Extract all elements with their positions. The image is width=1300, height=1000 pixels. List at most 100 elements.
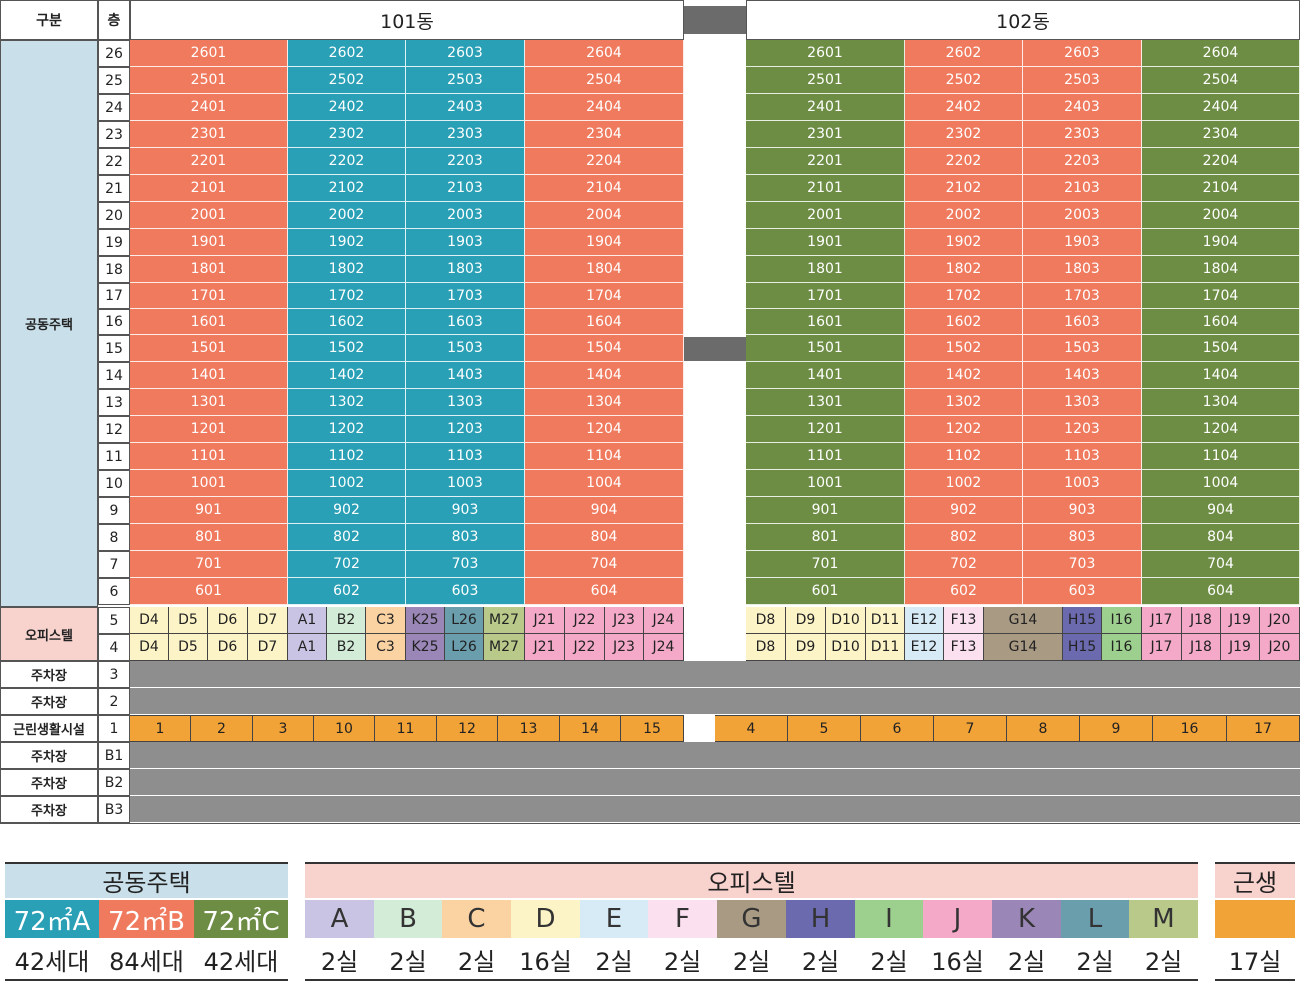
unit-101[interactable]: 2302 — [288, 121, 406, 148]
unit-101[interactable]: 2103 — [406, 175, 525, 202]
officetel-unit-102[interactable]: D9 — [786, 634, 826, 661]
officetel-unit-101[interactable]: C3 — [366, 607, 406, 634]
unit-102[interactable]: 903 — [1023, 497, 1142, 524]
officetel-unit-102[interactable]: I16 — [1102, 607, 1142, 634]
unit-102[interactable]: 2604 — [1142, 40, 1300, 67]
unit-102[interactable]: 2001 — [746, 202, 905, 229]
unit-102[interactable]: 602 — [905, 578, 1023, 605]
unit-101[interactable]: 2404 — [525, 94, 684, 121]
unit-101[interactable]: 1901 — [130, 229, 288, 256]
unit-101[interactable]: 1303 — [406, 389, 525, 416]
unit-101[interactable]: 1703 — [406, 283, 525, 309]
unit-102[interactable]: 2103 — [1023, 175, 1142, 202]
officetel-unit-101[interactable]: B2 — [327, 634, 366, 661]
retail-unit-102[interactable]: 16 — [1153, 715, 1227, 742]
unit-102[interactable]: 603 — [1023, 578, 1142, 605]
unit-101[interactable]: 1101 — [130, 443, 288, 470]
unit-101[interactable]: 2201 — [130, 148, 288, 175]
unit-102[interactable]: 904 — [1142, 497, 1300, 524]
unit-101[interactable]: 1403 — [406, 362, 525, 389]
unit-102[interactable]: 1501 — [746, 335, 905, 362]
unit-101[interactable]: 603 — [406, 578, 525, 605]
officetel-unit-102[interactable]: J17 — [1142, 607, 1182, 634]
officetel-unit-101[interactable]: D6 — [208, 607, 248, 634]
unit-101[interactable]: 903 — [406, 497, 525, 524]
unit-102[interactable]: 2004 — [1142, 202, 1300, 229]
officetel-unit-102[interactable]: G14 — [984, 607, 1063, 634]
unit-102[interactable]: 1903 — [1023, 229, 1142, 256]
officetel-unit-101[interactable]: J22 — [565, 607, 605, 634]
unit-102[interactable]: 1303 — [1023, 389, 1142, 416]
officetel-unit-102[interactable]: D8 — [746, 634, 786, 661]
unit-101[interactable]: 704 — [525, 551, 684, 578]
unit-102[interactable]: 1604 — [1142, 309, 1300, 335]
unit-101[interactable]: 2101 — [130, 175, 288, 202]
unit-102[interactable]: 1701 — [746, 283, 905, 309]
unit-102[interactable]: 1104 — [1142, 443, 1300, 470]
unit-101[interactable]: 2002 — [288, 202, 406, 229]
unit-101[interactable]: 702 — [288, 551, 406, 578]
unit-102[interactable]: 1602 — [905, 309, 1023, 335]
officetel-unit-101[interactable]: M27 — [484, 634, 525, 661]
officetel-unit-102[interactable]: J18 — [1182, 607, 1221, 634]
unit-102[interactable]: 2403 — [1023, 94, 1142, 121]
unit-101[interactable]: 2003 — [406, 202, 525, 229]
unit-101[interactable]: 2501 — [130, 67, 288, 94]
officetel-unit-101[interactable]: J23 — [605, 634, 644, 661]
unit-102[interactable]: 1904 — [1142, 229, 1300, 256]
unit-101[interactable]: 1804 — [525, 256, 684, 283]
unit-101[interactable]: 901 — [130, 497, 288, 524]
unit-101[interactable]: 602 — [288, 578, 406, 605]
unit-101[interactable]: 1604 — [525, 309, 684, 335]
unit-102[interactable]: 2002 — [905, 202, 1023, 229]
unit-102[interactable]: 2402 — [905, 94, 1023, 121]
unit-101[interactable]: 1204 — [525, 416, 684, 443]
unit-102[interactable]: 2201 — [746, 148, 905, 175]
unit-102[interactable]: 1703 — [1023, 283, 1142, 309]
unit-102[interactable]: 604 — [1142, 578, 1300, 605]
retail-unit-101[interactable]: 3 — [253, 715, 314, 742]
unit-102[interactable]: 2202 — [905, 148, 1023, 175]
unit-101[interactable]: 1304 — [525, 389, 684, 416]
unit-101[interactable]: 1401 — [130, 362, 288, 389]
officetel-unit-102[interactable]: E12 — [905, 634, 944, 661]
unit-101[interactable]: 1702 — [288, 283, 406, 309]
unit-102[interactable]: 1202 — [905, 416, 1023, 443]
unit-101[interactable]: 2401 — [130, 94, 288, 121]
unit-101[interactable]: 1104 — [525, 443, 684, 470]
unit-101[interactable]: 2504 — [525, 67, 684, 94]
officetel-unit-101[interactable]: K25 — [406, 634, 445, 661]
unit-102[interactable]: 2003 — [1023, 202, 1142, 229]
unit-102[interactable]: 2404 — [1142, 94, 1300, 121]
retail-unit-101[interactable]: 15 — [621, 715, 684, 742]
unit-102[interactable]: 804 — [1142, 524, 1300, 551]
unit-101[interactable]: 801 — [130, 524, 288, 551]
unit-102[interactable]: 701 — [746, 551, 905, 578]
unit-101[interactable]: 803 — [406, 524, 525, 551]
unit-101[interactable]: 2204 — [525, 148, 684, 175]
unit-101[interactable]: 2004 — [525, 202, 684, 229]
unit-102[interactable]: 1502 — [905, 335, 1023, 362]
unit-101[interactable]: 1701 — [130, 283, 288, 309]
officetel-unit-101[interactable]: J24 — [644, 607, 684, 634]
unit-102[interactable]: 2501 — [746, 67, 905, 94]
unit-102[interactable]: 703 — [1023, 551, 1142, 578]
officetel-unit-101[interactable]: B2 — [327, 607, 366, 634]
unit-102[interactable]: 1203 — [1023, 416, 1142, 443]
unit-102[interactable]: 1804 — [1142, 256, 1300, 283]
unit-102[interactable]: 901 — [746, 497, 905, 524]
unit-102[interactable]: 1504 — [1142, 335, 1300, 362]
unit-101[interactable]: 2604 — [525, 40, 684, 67]
unit-101[interactable]: 1603 — [406, 309, 525, 335]
unit-102[interactable]: 1803 — [1023, 256, 1142, 283]
unit-102[interactable]: 2301 — [746, 121, 905, 148]
officetel-unit-102[interactable]: J18 — [1182, 634, 1221, 661]
unit-102[interactable]: 1403 — [1023, 362, 1142, 389]
unit-101[interactable]: 1801 — [130, 256, 288, 283]
officetel-unit-101[interactable]: K25 — [406, 607, 445, 634]
unit-101[interactable]: 2301 — [130, 121, 288, 148]
unit-101[interactable]: 1203 — [406, 416, 525, 443]
unit-101[interactable]: 1704 — [525, 283, 684, 309]
unit-101[interactable]: 902 — [288, 497, 406, 524]
unit-101[interactable]: 2402 — [288, 94, 406, 121]
